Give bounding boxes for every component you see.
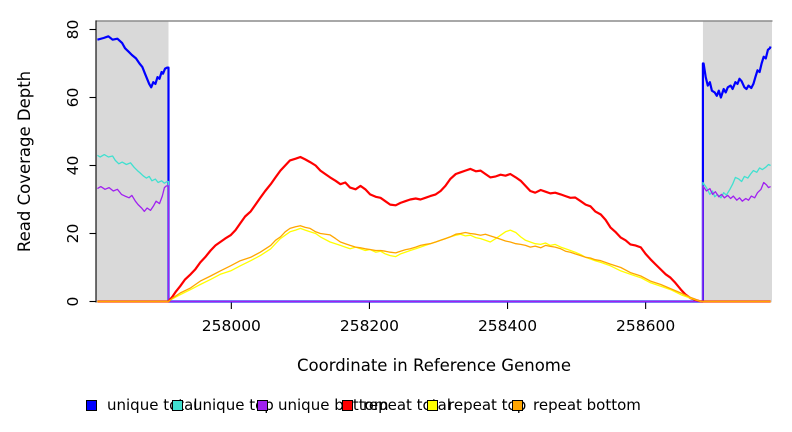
legend-swatch — [257, 399, 268, 411]
series-repeat-bottom — [97, 225, 771, 303]
y-tick-label: 60 — [64, 88, 82, 108]
legend-swatch — [172, 399, 183, 411]
x-tick-label: 258000 — [202, 317, 261, 335]
series-unique-top — [97, 153, 771, 303]
legend-item-repeat-bottom: repeat bottom — [512, 396, 641, 414]
x-axis-title: Coordinate in Reference Genome — [297, 356, 571, 375]
series-lines — [97, 35, 772, 303]
legend-swatch — [342, 399, 353, 411]
axes: 0 20 40 60 80 258000 258200 258400 258600 — [64, 20, 675, 335]
y-tick-label: 40 — [64, 156, 82, 176]
legend: unique total unique top unique bottom repea… — [0, 396, 792, 415]
y-tick-label: 80 — [64, 20, 82, 40]
x-tick-label: 258200 — [340, 317, 399, 335]
y-tick-label: 0 — [64, 297, 82, 307]
y-axis-title: Read Coverage Depth — [15, 71, 34, 252]
repeat-region-shade — [96, 21, 169, 303]
shaded-repeat-regions — [96, 21, 772, 303]
legend-label: unique top — [193, 396, 274, 414]
legend-swatch — [427, 399, 438, 411]
y-tick-label: 20 — [64, 224, 82, 244]
x-tick-label: 258600 — [616, 317, 675, 335]
series-repeat-total — [97, 155, 771, 303]
legend-swatch — [86, 399, 97, 411]
legend-label: unique bottom — [278, 396, 389, 414]
legend-item-repeat-top: repeat top — [427, 396, 527, 414]
x-tick-label: 258400 — [478, 317, 537, 335]
legend-label: repeat bottom — [533, 396, 641, 414]
legend-swatch — [512, 399, 523, 411]
legend-item-unique-top: unique top — [172, 396, 274, 414]
legend-label: repeat top — [448, 396, 527, 414]
legend-item-unique-bottom: unique bottom — [257, 396, 389, 414]
series-unique-total — [97, 35, 772, 303]
